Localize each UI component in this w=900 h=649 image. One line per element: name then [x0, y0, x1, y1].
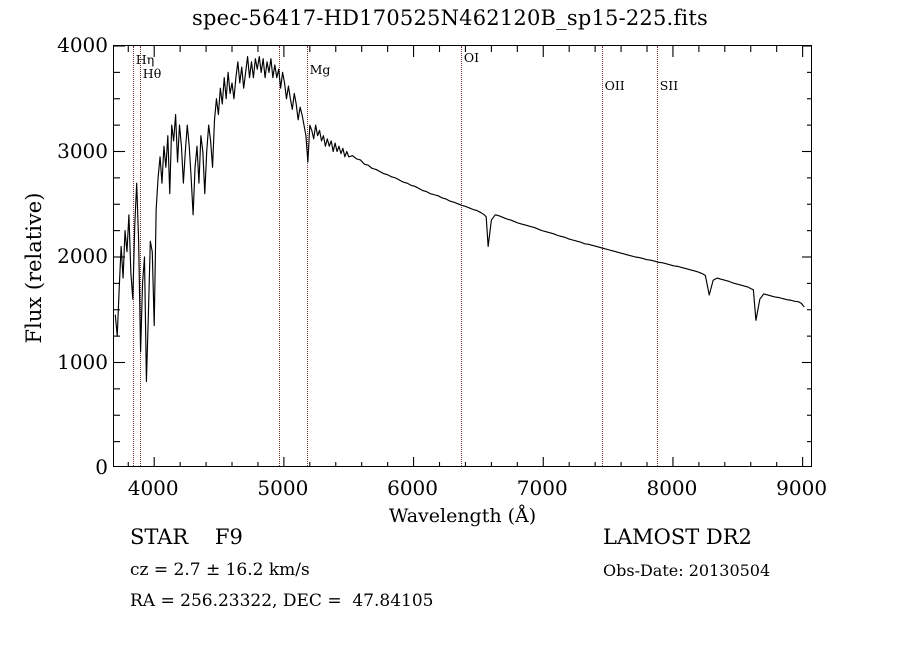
survey-name: LAMOST DR2: [603, 525, 752, 549]
x-tick-label: 4000: [127, 476, 179, 500]
y-tick-label: 1000: [57, 349, 108, 374]
x-tick-label: 6000: [387, 476, 439, 500]
coordinates: RA = 256.23322, DEC = 47.84105: [130, 591, 434, 611]
marker-label: SII: [659, 78, 679, 93]
marker-label: OI: [463, 50, 480, 65]
y-axis-tick-labels: 0 1000 2000 3000 4000: [15, 33, 108, 479]
marker-line: [460, 46, 462, 466]
spectrum-curve: [114, 55, 805, 383]
x-tick-label: 8000: [646, 476, 698, 500]
radial-velocity: cz = 2.7 ± 16.2 km/s: [130, 560, 310, 580]
object-class: STAR F9: [130, 525, 243, 549]
y-tick-label: 3000: [57, 138, 108, 163]
metadata-right: LAMOST DR2 Obs-Date: 20130504: [603, 525, 770, 580]
metadata-footer: STAR F9 cz = 2.7 ± 16.2 km/s RA = 256.23…: [0, 525, 900, 645]
marker-line: [278, 46, 280, 466]
marker-label: Hθ: [142, 66, 162, 81]
plot-area: Hη Hθ Mg OI OII SII: [114, 46, 811, 466]
page-title: spec-56417-HD170525N462120B_sp15-225.fit…: [192, 6, 708, 30]
x-tick-label: 9000: [776, 476, 828, 500]
marker-line: [132, 46, 134, 466]
marker-label: Mg: [309, 62, 331, 77]
marker-line: [139, 46, 141, 466]
y-axis-label: Flux (relative): [22, 192, 46, 344]
marker-line: [306, 46, 308, 466]
y-tick-label: 0: [95, 455, 108, 479]
y-tick-label: 2000: [57, 244, 108, 268]
x-tick-label: 7000: [516, 476, 568, 500]
x-axis-tick-labels: 4000 5000 6000 7000 8000 9000: [113, 476, 827, 502]
metadata-left: STAR F9 cz = 2.7 ± 16.2 km/s RA = 256.23…: [130, 525, 434, 611]
observation-date: Obs-Date: 20130504: [603, 561, 771, 580]
x-axis-label: Wavelength (Å): [388, 505, 537, 527]
axis-ticks: [114, 46, 811, 466]
y-tick-label: 4000: [57, 33, 108, 57]
marker-line: [656, 46, 658, 466]
plot-frame: Hη Hθ Mg OI OII SII: [113, 45, 812, 467]
marker-label: OII: [604, 78, 625, 93]
marker-line: [601, 46, 603, 466]
x-tick-label: 5000: [257, 476, 309, 500]
